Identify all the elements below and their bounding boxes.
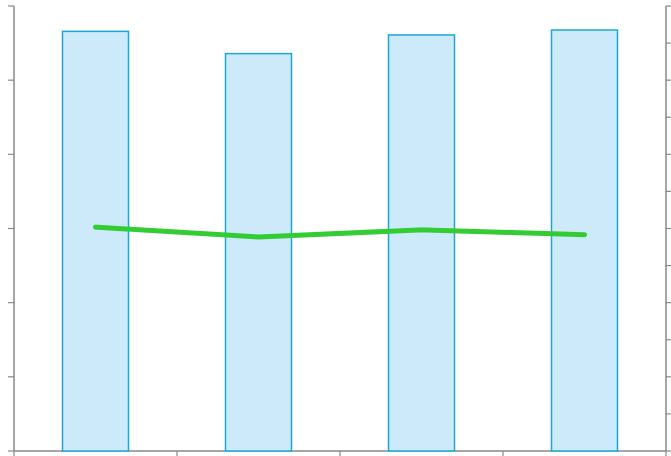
bar-series xyxy=(61,29,619,452)
bar xyxy=(224,52,293,452)
bar xyxy=(61,30,130,452)
bar xyxy=(550,29,619,452)
line-series xyxy=(93,224,587,240)
bar xyxy=(387,34,456,452)
series-line xyxy=(93,224,587,240)
